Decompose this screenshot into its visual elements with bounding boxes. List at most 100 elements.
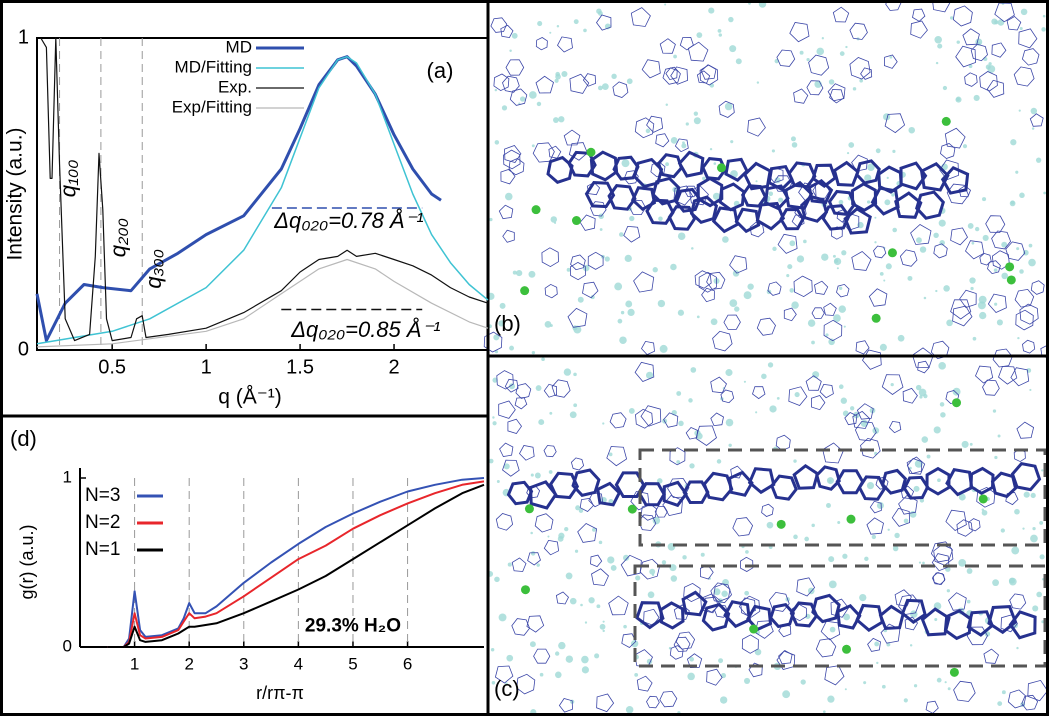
ring bbox=[555, 591, 569, 605]
ring bbox=[793, 275, 813, 298]
ring bbox=[712, 330, 733, 352]
water-dot bbox=[700, 552, 705, 557]
atom bbox=[1005, 262, 1015, 272]
water-dot bbox=[505, 682, 508, 685]
annotation: Δq₀₂₀=0.85 Å⁻¹ bbox=[290, 317, 440, 342]
ring bbox=[940, 165, 970, 195]
water-dot bbox=[673, 54, 677, 59]
water-dot bbox=[536, 563, 540, 567]
water-dot bbox=[597, 85, 603, 91]
ring bbox=[659, 38, 676, 54]
panel-label: (d) bbox=[10, 426, 37, 451]
ring bbox=[498, 204, 514, 220]
atom bbox=[520, 585, 530, 595]
water-dot bbox=[1029, 388, 1032, 392]
ring bbox=[891, 507, 911, 527]
ring bbox=[902, 475, 930, 500]
water-dot bbox=[614, 282, 623, 291]
series-line bbox=[35, 55, 442, 343]
water-dot bbox=[623, 624, 627, 629]
water-dot bbox=[676, 460, 681, 464]
water-dot bbox=[608, 452, 613, 457]
water-dot bbox=[583, 28, 587, 33]
ring bbox=[854, 421, 877, 442]
ring bbox=[519, 445, 535, 461]
ring bbox=[994, 2, 1015, 23]
water-dot bbox=[645, 128, 651, 134]
water-dot bbox=[676, 391, 682, 396]
water-dot bbox=[519, 96, 526, 102]
water-dot bbox=[837, 521, 841, 525]
legend-label: Exp. bbox=[218, 77, 252, 96]
water-dot bbox=[687, 672, 695, 681]
water-dot bbox=[573, 325, 582, 334]
water-dot bbox=[958, 559, 967, 567]
ring bbox=[919, 161, 950, 192]
ring bbox=[866, 517, 884, 535]
atom bbox=[887, 248, 897, 258]
water-dot bbox=[839, 51, 845, 57]
water-dot bbox=[601, 83, 609, 90]
ring bbox=[987, 605, 1018, 635]
water-dot bbox=[732, 270, 740, 277]
ring bbox=[849, 22, 868, 40]
ring bbox=[950, 227, 968, 246]
water-dot bbox=[935, 289, 938, 293]
ring bbox=[557, 36, 573, 53]
water-dot bbox=[611, 73, 617, 80]
water-dot bbox=[919, 395, 923, 399]
water-dot bbox=[933, 232, 939, 239]
ring bbox=[710, 582, 732, 604]
water-dot bbox=[574, 549, 579, 553]
ring bbox=[663, 412, 679, 428]
ring bbox=[638, 514, 657, 531]
ring bbox=[778, 650, 793, 665]
water-dot bbox=[725, 418, 734, 427]
water-dot bbox=[756, 81, 760, 84]
water-dot bbox=[844, 688, 847, 691]
water-dot bbox=[622, 554, 630, 561]
water-dot bbox=[1035, 157, 1042, 163]
ring bbox=[1015, 309, 1034, 331]
water-dot bbox=[1008, 577, 1017, 586]
water-dot bbox=[685, 122, 689, 126]
ring bbox=[925, 700, 939, 714]
ring bbox=[945, 509, 967, 531]
ring bbox=[533, 648, 551, 664]
water-dot bbox=[690, 367, 697, 373]
water-dot bbox=[498, 613, 507, 622]
ring bbox=[1021, 694, 1039, 711]
ring bbox=[558, 698, 573, 713]
water-dot bbox=[825, 333, 829, 337]
ring bbox=[718, 182, 746, 212]
water-dot bbox=[866, 200, 871, 204]
ring bbox=[511, 557, 527, 572]
water-dot bbox=[992, 579, 999, 587]
water-dot bbox=[717, 28, 722, 33]
water-dot bbox=[886, 642, 891, 647]
ring bbox=[495, 513, 514, 531]
water-dot bbox=[840, 397, 848, 404]
water-dot bbox=[604, 256, 610, 262]
ring bbox=[969, 466, 995, 496]
water-dot bbox=[708, 7, 715, 14]
water-dot bbox=[602, 422, 605, 425]
ring bbox=[695, 425, 717, 446]
atom bbox=[571, 216, 581, 226]
water-dot bbox=[754, 648, 762, 656]
water-dot bbox=[828, 556, 835, 563]
water-dot bbox=[691, 247, 694, 250]
ring bbox=[569, 73, 590, 94]
panel-label: (b) bbox=[494, 311, 521, 336]
ring bbox=[675, 631, 696, 650]
ring bbox=[596, 693, 615, 713]
water-dot bbox=[923, 394, 928, 399]
water-dot bbox=[791, 301, 799, 309]
water-dot bbox=[859, 78, 864, 83]
ring bbox=[747, 467, 776, 495]
water-dot bbox=[958, 493, 966, 501]
ring bbox=[634, 649, 653, 668]
water-dot bbox=[677, 232, 686, 240]
ring bbox=[634, 117, 655, 139]
